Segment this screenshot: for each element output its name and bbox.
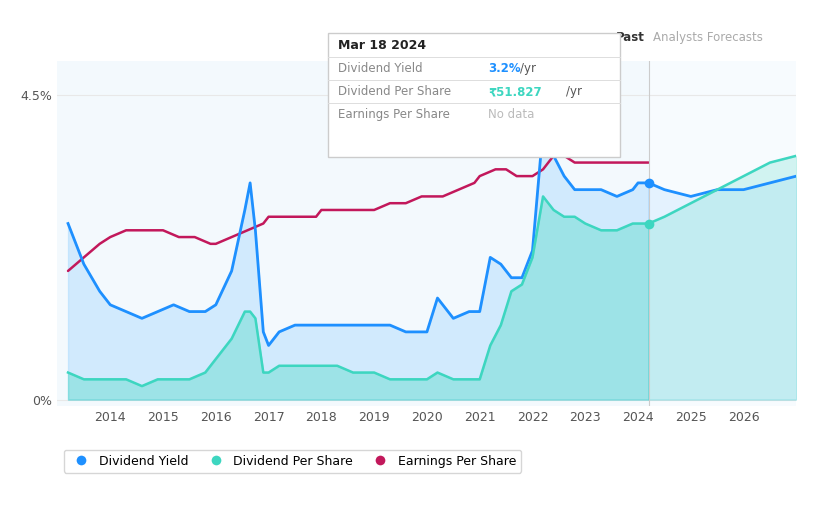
- Bar: [649, 61, 796, 406]
- Legend: Dividend Yield, Dividend Per Share, Earnings Per Share: Dividend Yield, Dividend Per Share, Earn…: [64, 450, 521, 472]
- Text: ₹51.827: ₹51.827: [488, 85, 542, 99]
- Text: /yr: /yr: [566, 85, 582, 99]
- Text: Past: Past: [616, 30, 644, 44]
- Text: Earnings Per Share: Earnings Per Share: [338, 108, 450, 121]
- Text: Mar 18 2024: Mar 18 2024: [338, 39, 426, 52]
- Bar: [57, 61, 649, 406]
- Text: 3.2%: 3.2%: [488, 62, 521, 76]
- Text: No data: No data: [488, 108, 534, 121]
- Text: /yr: /yr: [520, 62, 535, 76]
- Text: Dividend Per Share: Dividend Per Share: [338, 85, 452, 99]
- Text: Analysts Forecasts: Analysts Forecasts: [653, 30, 763, 44]
- Text: Dividend Yield: Dividend Yield: [338, 62, 423, 76]
